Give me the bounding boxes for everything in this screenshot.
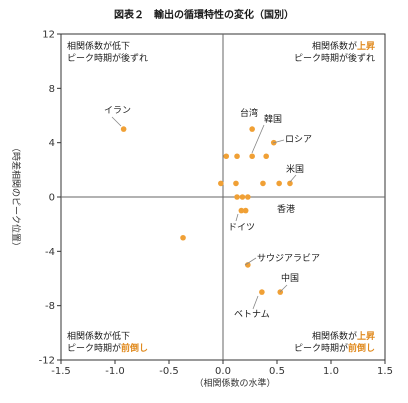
data-point [260,180,266,187]
quadrant-note-top-right: 相関係数が上昇 ピーク時期が後ずれ [294,40,375,64]
quadrant-note-bottom-left: 相関係数が低下 ピーク時期が前倒し [67,330,148,354]
note-br-line1: 相関係数が上昇 [312,330,375,342]
y-tick-label: 0 [49,193,55,204]
note-br-line2: ピーク時期が前倒し [294,342,375,354]
leader-russia [272,139,285,144]
note-bl-line2: ピーク時期が前倒し [67,342,148,354]
y-tick-label: 12 [42,30,55,41]
x-tick-label: 1.5 [377,366,393,377]
data-point [238,207,245,214]
y-tick-label: -8 [45,301,55,312]
label-vietnam: ベトナム [234,309,270,320]
y-tick-label: 4 [49,138,55,149]
x-tick-label: -1.5 [51,366,71,377]
label-china: 中国 [281,272,299,284]
data-point [223,153,230,160]
note-bl-line2-pre: ピーク時期が [67,342,121,354]
label-usa: 米国 [286,163,304,175]
data-point [249,126,255,132]
quadrant-note-bottom-right: 相関係数が上昇 ピーク時期が前倒し [294,330,375,354]
data-point [242,207,249,214]
leader-korea [251,124,265,154]
data-point [234,194,240,200]
x-tick-label: -1.0 [105,366,125,377]
x-tick-label: 0.0 [215,366,231,377]
note-bl-line2-highlight: 前倒し [121,342,148,354]
data-point [234,153,240,160]
data-point [245,262,251,268]
note-tr-line1-pre: 相関係数が [312,40,357,52]
label-hongkong: 香港 [277,203,295,215]
point-labels: イラン 台湾 韓国 ロシア 米国 香港 ドイツ サウジアラビア 中国 ベトナム [104,105,320,320]
leader-usa [289,174,297,183]
leader-vietnam [252,295,259,310]
note-tl-line1: 相関係数が低下 [67,40,130,52]
data-point [239,194,246,200]
leader-iran [111,116,122,127]
note-br-line1-pre: 相関係数が [312,330,357,342]
note-tl-line2: ピーク時期が後ずれ [67,52,148,64]
label-iran: イラン [104,105,131,116]
note-br-line1-highlight: 上昇 [357,330,375,342]
data-point [287,180,293,187]
leader-germany [235,213,239,222]
label-korea: 韓国 [264,114,282,125]
note-bl-line1: 相関係数が低下 [67,330,130,342]
data-point [218,180,224,187]
x-tick-label: 0.5 [269,366,285,377]
data-point [276,180,282,187]
data-point [263,153,270,160]
data-point [233,180,239,187]
note-br-line2-highlight: 前倒し [348,342,375,354]
data-point [120,126,127,132]
label-taiwan: 台湾 [240,107,258,119]
chart-title: 図表２ 輸出の循環特性の変化（国別） [114,8,294,21]
x-tick-label: 1.0 [323,366,339,377]
data-point [249,153,255,160]
note-br-line2-pre: ピーク時期が [294,342,348,354]
data-point [259,289,265,295]
label-germany: ドイツ [228,223,255,233]
x-axis-title: （相関係数の水準） [194,377,275,389]
y-tick-label: -12 [39,356,55,367]
tick-labels: -1.5 -1.0 -0.5 0.0 0.5 1.0 1.5 12 8 4 0 -4 -8 -12 [39,30,393,378]
leader-china [279,284,288,293]
y-tick-label: 8 [49,84,55,95]
x-tick-label: -0.5 [159,366,179,377]
y-tick-label: -4 [45,247,55,258]
note-tr-line2: ピーク時期が後ずれ [294,52,375,64]
leader-saudi [244,257,257,266]
y-axis-title: （時差相関のピーク位置） [10,143,22,251]
data-point [180,234,186,241]
note-tr-line1: 相関係数が上昇 [312,40,375,52]
quadrant-note-top-left: 相関係数が低下 ピーク時期が後ずれ [67,40,148,64]
data-points [120,126,293,295]
axes [57,33,386,364]
label-russia: ロシア [285,135,312,145]
note-tr-line1-highlight: 上昇 [357,40,375,52]
data-point [245,194,251,200]
label-saudi: サウジアラビア [257,253,320,264]
